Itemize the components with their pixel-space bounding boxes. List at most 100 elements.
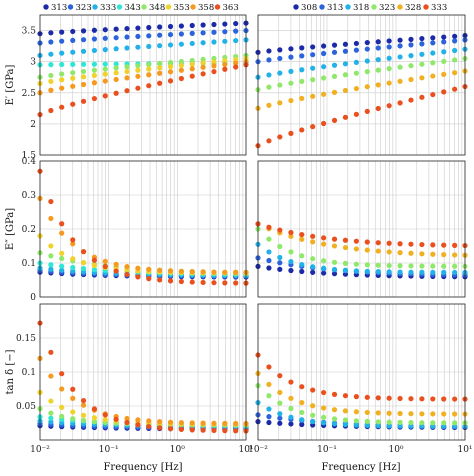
- data-point-348: [124, 64, 130, 70]
- data-point-313: [91, 27, 98, 33]
- data-point-328: [397, 250, 403, 256]
- data-point-348: [113, 65, 119, 71]
- data-point-323: [288, 405, 294, 412]
- data-point-318: [299, 417, 305, 423]
- data-point-323: [375, 67, 381, 73]
- data-point-313: [408, 42, 414, 48]
- legend-label-343: 343: [125, 3, 141, 13]
- data-point-363: [157, 425, 163, 431]
- data-point-318: [386, 269, 392, 275]
- data-point-323: [353, 70, 359, 76]
- data-point-308: [321, 270, 327, 276]
- data-point-358: [200, 420, 206, 426]
- frames-layer: [39, 14, 466, 441]
- data-point-363: [59, 221, 65, 227]
- data-point-358: [135, 73, 141, 79]
- data-point-343: [59, 61, 65, 68]
- data-point-348: [157, 60, 163, 67]
- data-point-333: [167, 42, 174, 48]
- data-point-328: [441, 71, 447, 77]
- data-point-323: [102, 35, 108, 41]
- data-point-333: [375, 395, 381, 401]
- data-point-363: [70, 237, 76, 243]
- data-point-358: [146, 266, 152, 272]
- data-point-323: [430, 263, 436, 269]
- data-point-313: [222, 21, 228, 27]
- data-point-308: [277, 47, 283, 53]
- data-point-318: [430, 269, 436, 275]
- data-point-333: [331, 391, 338, 397]
- legend-label-308: 308: [301, 3, 317, 13]
- data-point-358: [135, 265, 141, 271]
- data-point-328: [408, 250, 414, 256]
- data-point-363: [80, 249, 87, 255]
- data-point-333: [430, 91, 436, 98]
- data-point-358: [222, 420, 228, 426]
- data-point-328: [310, 93, 316, 99]
- data-point-358: [124, 415, 130, 422]
- data-point-353: [167, 64, 174, 70]
- data-point-318: [452, 269, 458, 276]
- data-point-358: [233, 269, 239, 275]
- data-point-363: [135, 85, 141, 91]
- data-point-308: [288, 267, 294, 274]
- x-tick-label: 10⁰: [170, 445, 185, 455]
- data-point-323: [157, 32, 163, 38]
- data-point-328: [386, 80, 392, 86]
- data-point-333: [266, 138, 272, 144]
- data-point-323: [430, 420, 436, 426]
- data-point-358: [48, 215, 54, 222]
- data-point-313: [157, 24, 163, 30]
- data-point-353: [80, 260, 87, 266]
- data-point-318: [288, 414, 294, 420]
- data-point-323: [233, 28, 239, 34]
- data-point-313: [178, 23, 184, 29]
- data-point-323: [419, 420, 425, 426]
- data-point-313: [310, 52, 316, 58]
- legend-label-323: 323: [76, 3, 92, 13]
- data-point-318: [331, 266, 338, 273]
- data-point-308: [353, 40, 359, 47]
- data-point-328: [430, 251, 436, 257]
- data-point-313: [189, 22, 195, 29]
- data-point-363: [91, 257, 98, 263]
- data-point-323: [386, 419, 392, 425]
- data-point-308: [452, 33, 458, 39]
- legend-label-353: 353: [174, 3, 190, 13]
- data-point-308: [299, 45, 305, 51]
- data-point-308: [310, 269, 316, 275]
- data-point-363: [113, 416, 119, 422]
- legend-marker-363: [214, 4, 221, 10]
- x-tick-label: 10⁻²: [30, 445, 50, 455]
- data-point-328: [266, 102, 272, 108]
- data-point-333: [299, 231, 305, 238]
- data-point-363: [70, 386, 76, 392]
- data-point-363: [48, 198, 54, 205]
- data-point-318: [364, 268, 370, 274]
- data-point-363: [211, 68, 217, 75]
- data-point-323: [408, 63, 414, 69]
- data-point-318: [321, 420, 327, 426]
- data-point-318: [331, 62, 338, 68]
- legend-marker-308: [293, 4, 299, 10]
- data-point-343: [48, 62, 54, 68]
- data-point-323: [70, 37, 76, 44]
- y-tick-label: 0.1: [22, 259, 36, 269]
- legend-label-358: 358: [198, 3, 214, 13]
- data-point-323: [408, 263, 414, 269]
- data-point-358: [102, 258, 108, 264]
- data-point-323: [441, 420, 447, 426]
- data-point-328: [342, 408, 349, 414]
- data-point-343: [102, 61, 108, 67]
- data-point-328: [408, 411, 414, 417]
- data-point-333: [102, 47, 108, 53]
- data-point-353: [222, 58, 228, 64]
- legend-label-333: 333: [431, 3, 447, 13]
- data-point-323: [288, 80, 294, 86]
- data-point-333: [364, 394, 370, 400]
- data-point-323: [353, 261, 359, 267]
- data-point-328: [419, 251, 425, 257]
- data-point-358: [146, 72, 152, 78]
- data-point-363: [222, 280, 228, 286]
- data-point-358: [167, 69, 174, 75]
